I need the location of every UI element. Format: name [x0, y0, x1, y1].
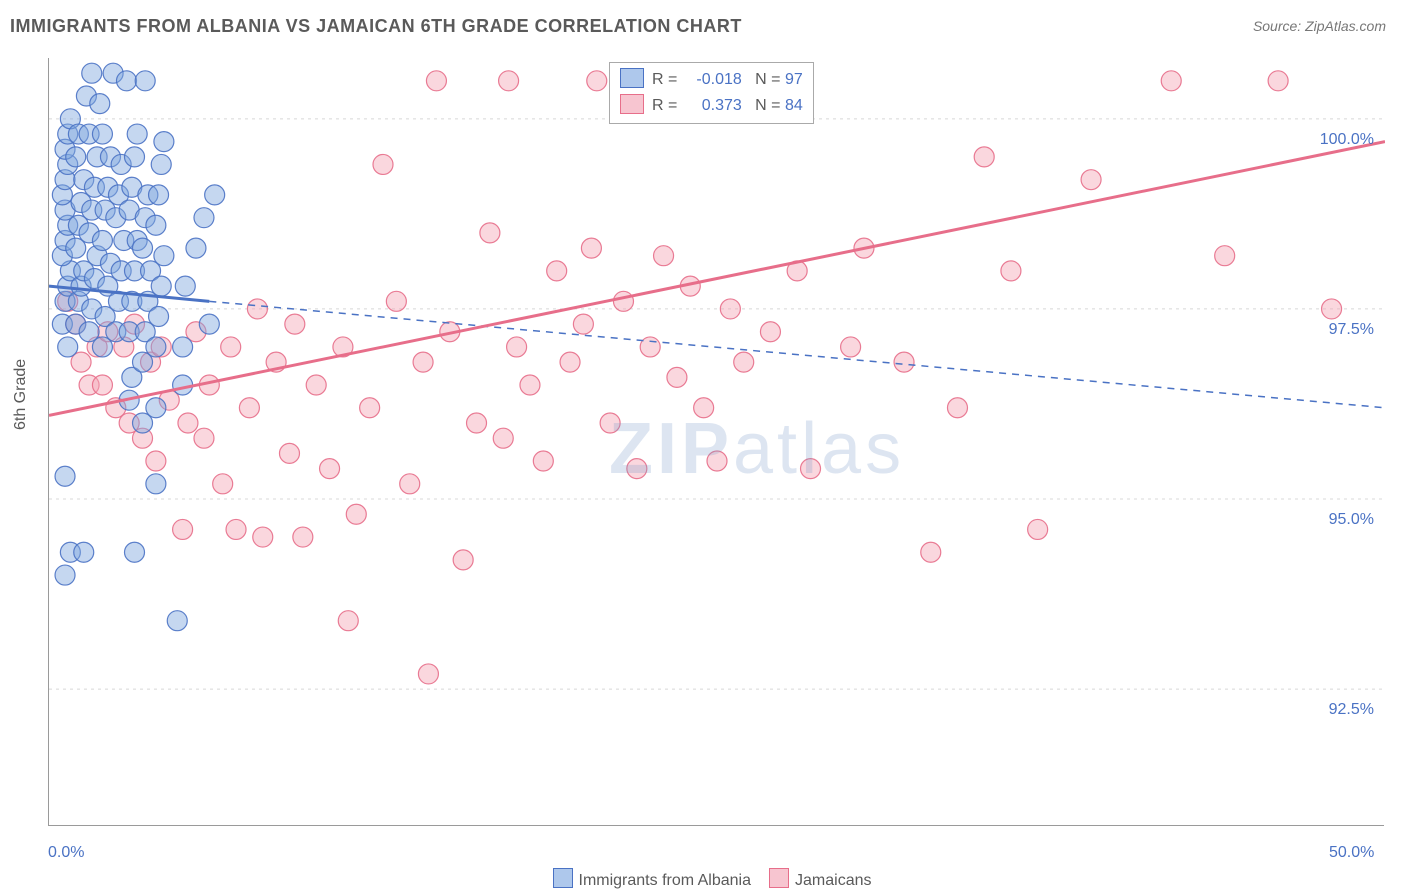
legend-swatch: [553, 868, 573, 888]
legend-swatch: [620, 68, 644, 88]
n-label: N =: [755, 71, 780, 88]
source-name: ZipAtlas.com: [1305, 18, 1386, 34]
legend-swatch: [620, 94, 644, 114]
plot-svg: [49, 58, 1385, 826]
y-tick-label: 92.5%: [1314, 701, 1374, 719]
chart-container: IMMIGRANTS FROM ALBANIA VS JAMAICAN 6TH …: [0, 0, 1406, 892]
correlation-legend: R = -0.018 N = 97R = 0.373 N = 84: [609, 62, 814, 124]
r-value: -0.018: [682, 67, 742, 93]
source-label: Source: ZipAtlas.com: [1253, 18, 1386, 34]
series-legend: Immigrants from Albania Jamaicans: [0, 868, 1406, 890]
y-tick-label: 97.5%: [1314, 321, 1374, 339]
y-tick-label: 95.0%: [1314, 511, 1374, 529]
legend-label: Immigrants from Albania: [579, 872, 752, 889]
plot-area: ZIPatlas R = -0.018 N = 97R = 0.373 N = …: [48, 58, 1384, 826]
source-prefix: Source:: [1253, 18, 1305, 34]
n-value: 97: [785, 71, 803, 88]
x-tick-label: 50.0%: [1329, 844, 1374, 862]
r-value: 0.373: [682, 93, 742, 119]
x-tick-label: 0.0%: [48, 844, 84, 862]
chart-title: IMMIGRANTS FROM ALBANIA VS JAMAICAN 6TH …: [10, 16, 742, 37]
r-label: R =: [652, 97, 677, 114]
legend-row: R = 0.373 N = 84: [620, 93, 803, 119]
n-value: 84: [785, 97, 803, 114]
r-label: R =: [652, 71, 677, 88]
y-tick-label: 100.0%: [1314, 131, 1374, 149]
y-axis-label: 6th Grade: [12, 359, 30, 430]
n-label: N =: [755, 97, 780, 114]
legend-swatch: [769, 868, 789, 888]
legend-label: Jamaicans: [795, 872, 871, 889]
legend-row: R = -0.018 N = 97: [620, 67, 803, 93]
